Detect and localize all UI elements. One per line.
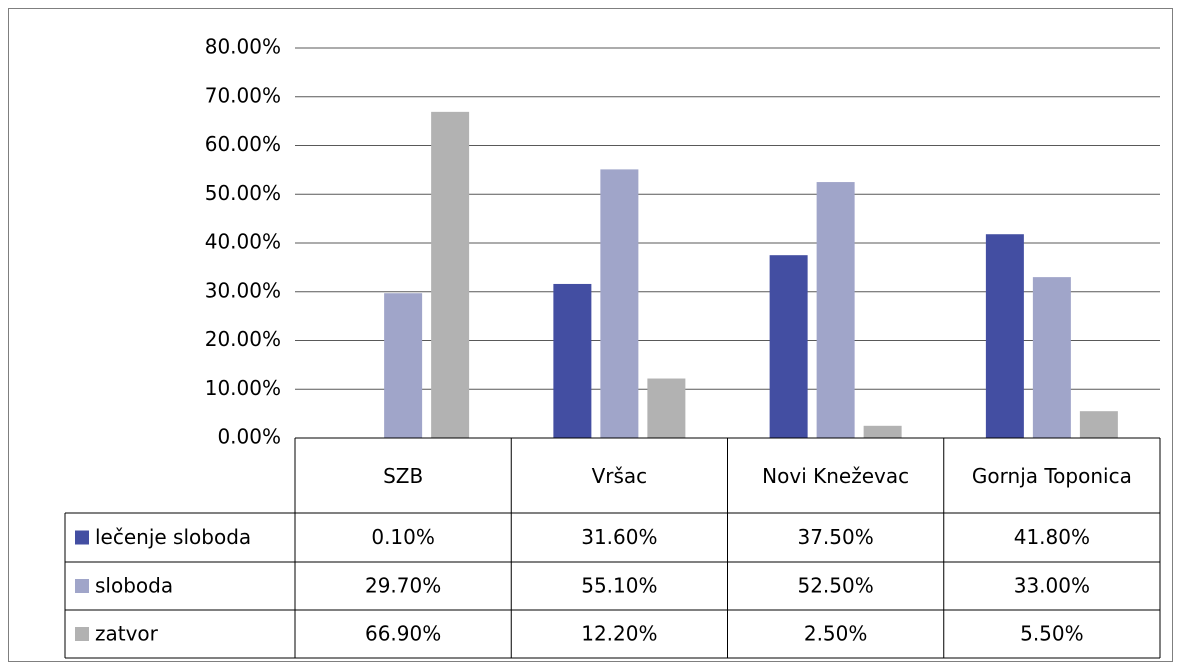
y-tick-label: 50.00%: [205, 181, 281, 205]
legend-label: sloboda: [95, 574, 173, 598]
y-tick-label: 10.00%: [205, 376, 281, 400]
bar: [985, 234, 1024, 438]
data-label: 5.50%: [1020, 622, 1084, 646]
bar: [816, 182, 855, 438]
bar: [553, 283, 592, 438]
category-cell: SZB: [383, 463, 424, 488]
data-label: 33.00%: [1014, 574, 1090, 598]
y-tick-label: 80.00%: [205, 35, 281, 59]
y-tick-label: 20.00%: [205, 327, 281, 351]
data-label: 55.10%: [581, 574, 657, 598]
legend-swatch: [75, 530, 89, 545]
bar: [769, 255, 808, 438]
x-tick-label: Gornja Toponica: [971, 463, 1132, 488]
bar: [863, 425, 902, 438]
y-tick-label: 30.00%: [205, 278, 281, 302]
x-tick-label: Vršac: [591, 463, 648, 488]
category-cell: Novi Kneževac: [762, 463, 910, 488]
data-label: 31.60%: [581, 525, 657, 549]
y-tick-label: 40.00%: [205, 230, 281, 254]
category-cell: Vršac: [591, 463, 648, 488]
bar: [647, 378, 686, 438]
y-tick-label: 60.00%: [205, 132, 281, 156]
bar: [600, 169, 639, 438]
bar: [384, 293, 423, 438]
x-tick-label: Novi Kneževac: [762, 463, 910, 488]
y-tick-label: 70.00%: [205, 83, 281, 107]
legend-swatch: [75, 579, 89, 593]
legend-swatch: [75, 627, 89, 641]
data-label: 29.70%: [365, 574, 441, 598]
data-label: 0.10%: [371, 525, 435, 549]
data-label: 41.80%: [1014, 525, 1090, 549]
y-tick-label: 0.00%: [217, 425, 281, 449]
data-label: 12.20%: [581, 622, 657, 646]
legend-label: lečenje sloboda: [95, 525, 251, 549]
data-label: 2.50%: [804, 622, 868, 646]
bar: [1079, 411, 1118, 438]
data-label: 66.90%: [365, 622, 441, 646]
x-tick-label: SZB: [383, 463, 424, 488]
legend-label: zatvor: [95, 622, 159, 646]
bar: [1032, 277, 1071, 438]
data-label: 52.50%: [797, 574, 873, 598]
bar: [431, 111, 470, 439]
data-label: 37.50%: [797, 525, 873, 549]
category-cell: Gornja Toponica: [971, 463, 1132, 488]
